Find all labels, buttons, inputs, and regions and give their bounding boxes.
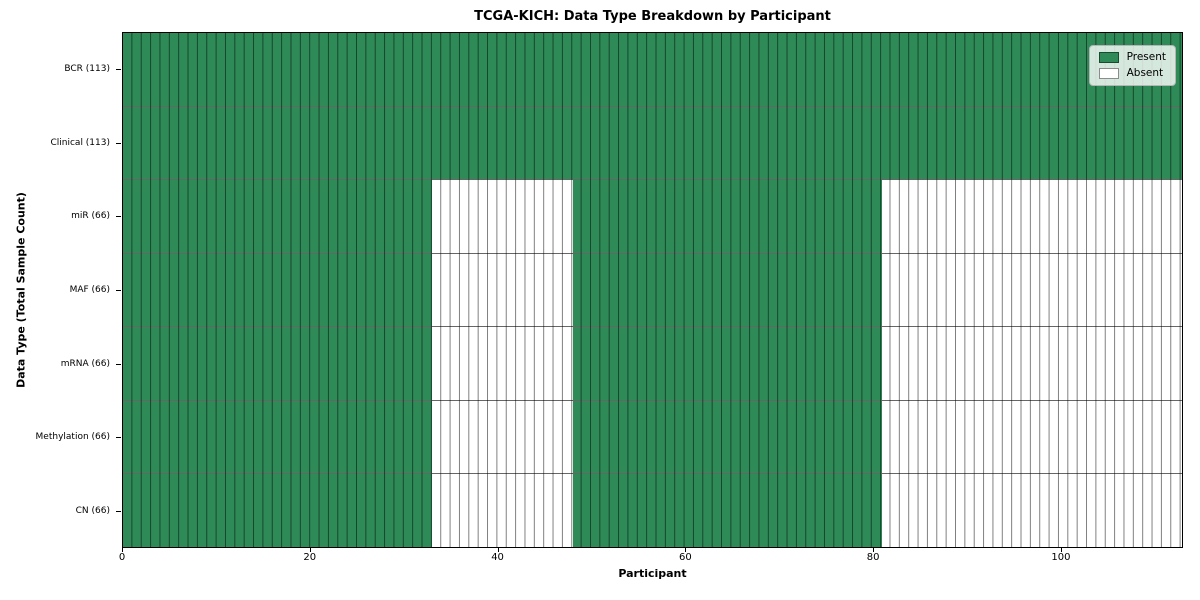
heatmap-row [123,474,1182,548]
heatmap-row [123,33,1182,107]
segment-present [123,106,1182,180]
x-tick-label: 100 [1051,552,1071,563]
segment-absent [432,327,573,400]
x-tick-label: 80 [866,552,880,563]
y-tick-label: Clinical (113) [50,137,110,148]
heatmap-rows [123,33,1182,548]
present-swatch-icon [1098,52,1119,63]
segment-absent [432,400,573,474]
heatmap-row [123,180,1182,254]
y-tick-mark [116,216,121,217]
heatmap-row [123,106,1182,181]
segment-absent [432,253,573,327]
x-tick-label: 20 [303,552,317,563]
x-tick-mark [685,548,686,552]
heatmap-row [123,253,1182,328]
segment-present [572,180,883,253]
segment-present [572,474,883,548]
legend-entry-absent: Absent [1098,67,1166,79]
segment-present [123,180,433,253]
segment-present [123,33,1182,106]
segment-present [572,253,883,327]
x-tick-mark [498,548,499,552]
y-tick-mark [116,69,121,70]
y-tick-label: miR (66) [71,211,110,222]
segment-present [123,327,433,400]
y-tick-mark [116,511,121,512]
x-tick-mark [310,548,311,552]
y-tick-mark [116,143,121,144]
y-tick-label: Methylation (66) [35,432,110,443]
y-tick-label: mRNA (66) [60,358,110,369]
y-tick-label: CN (66) [75,506,110,517]
absent-swatch-icon [1098,68,1119,79]
y-tick-label: BCR (113) [64,63,110,74]
legend: Present Absent [1088,45,1176,86]
segment-present [572,400,883,474]
y-tick-label: MAF (66) [69,285,110,295]
segment-absent [882,180,1182,253]
plot-area: Present Absent [122,32,1183,548]
legend-entry-present: Present [1098,51,1166,63]
segment-present [123,253,433,327]
x-tick-mark [873,548,874,552]
segment-absent [882,474,1182,548]
x-tick-label: 60 [678,552,692,563]
segment-present [123,474,433,548]
y-tick-mark [116,290,121,291]
y-tick-mark [116,437,121,438]
heatmap-row [123,327,1182,401]
segment-present [572,327,883,400]
segment-absent [432,180,573,253]
legend-present-label: Present [1126,51,1166,63]
x-tick-label: 0 [118,552,126,563]
x-tick-label: 40 [491,552,504,563]
chart-title: TCGA-KICH: Data Type Breakdown by Partic… [474,9,831,24]
y-tick-mark [116,364,121,365]
segment-present [123,400,433,474]
segment-absent [882,327,1182,400]
heatmap-row [123,400,1182,475]
x-tick-mark [1061,548,1062,552]
segment-absent [882,400,1182,474]
segment-absent [432,474,573,548]
x-tick-mark [122,548,123,552]
x-axis-label: Participant [618,567,687,580]
legend-absent-label: Absent [1126,67,1164,79]
segment-absent [882,253,1182,327]
